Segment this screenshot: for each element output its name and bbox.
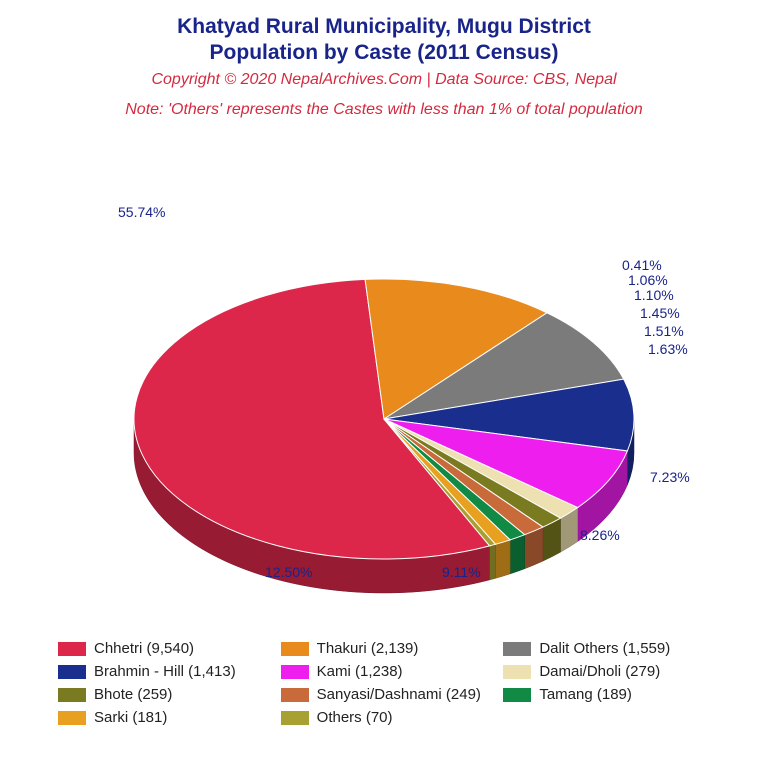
legend-item: Others (70) <box>281 709 496 726</box>
legend-swatch <box>58 665 86 679</box>
title-line-2: Population by Caste (2011 Census) <box>0 40 768 66</box>
pct-label: 1.51% <box>644 323 684 339</box>
legend-swatch <box>503 642 531 656</box>
legend-item: Chhetri (9,540) <box>58 640 273 657</box>
legend-label: Thakuri (2,139) <box>317 640 419 657</box>
legend-label: Dalit Others (1,559) <box>539 640 670 657</box>
pct-label: 1.45% <box>640 305 680 321</box>
legend-label: Sanyasi/Dashnami (249) <box>317 686 481 703</box>
pct-label: 55.74% <box>118 204 165 220</box>
legend-item: Thakuri (2,139) <box>281 640 496 657</box>
legend-item: Dalit Others (1,559) <box>503 640 718 657</box>
pct-label: 1.10% <box>634 287 674 303</box>
legend-item: Kami (1,238) <box>281 663 496 680</box>
legend-swatch <box>58 688 86 702</box>
legend-swatch <box>58 711 86 725</box>
legend-label: Tamang (189) <box>539 686 632 703</box>
pct-label: 9.11% <box>442 564 481 580</box>
legend-label: Chhetri (9,540) <box>94 640 194 657</box>
pct-label: 1.63% <box>648 341 688 357</box>
legend-label: Kami (1,238) <box>317 663 403 680</box>
note-text: Note: 'Others' represents the Castes wit… <box>0 101 768 119</box>
legend-swatch <box>281 665 309 679</box>
legend-label: Others (70) <box>317 709 393 726</box>
title-line-1: Khatyad Rural Municipality, Mugu Distric… <box>0 14 768 40</box>
legend-item: Tamang (189) <box>503 686 718 703</box>
legend-swatch <box>503 665 531 679</box>
legend-swatch <box>281 688 309 702</box>
legend-swatch <box>281 711 309 725</box>
legend-item: Damai/Dholi (279) <box>503 663 718 680</box>
title-block: Khatyad Rural Municipality, Mugu Distric… <box>0 0 768 119</box>
legend-item: Bhote (259) <box>58 686 273 703</box>
pct-label: 7.23% <box>650 469 690 485</box>
legend-label: Damai/Dholi (279) <box>539 663 660 680</box>
legend-label: Brahmin - Hill (1,413) <box>94 663 236 680</box>
legend-item: Sarki (181) <box>58 709 273 726</box>
pct-label: 0.41% <box>622 257 662 273</box>
pct-label: 12.50% <box>265 564 312 580</box>
legend-label: Sarki (181) <box>94 709 167 726</box>
copyright-text: Copyright © 2020 NepalArchives.Com | Dat… <box>0 71 768 89</box>
legend-item: Sanyasi/Dashnami (249) <box>281 686 496 703</box>
legend-item: Brahmin - Hill (1,413) <box>58 663 273 680</box>
pie-chart: 55.74% 12.50% 9.11% 8.26% 7.23% 1.63% 1.51% 1.4… <box>0 119 768 599</box>
legend-swatch <box>281 642 309 656</box>
pct-label: 1.06% <box>628 272 668 288</box>
pie-svg <box>0 119 768 599</box>
legend: Chhetri (9,540) Thakuri (2,139) Dalit Othe… <box>58 640 718 726</box>
legend-label: Bhote (259) <box>94 686 172 703</box>
pct-label: 8.26% <box>580 527 620 543</box>
legend-swatch <box>58 642 86 656</box>
legend-swatch <box>503 688 531 702</box>
